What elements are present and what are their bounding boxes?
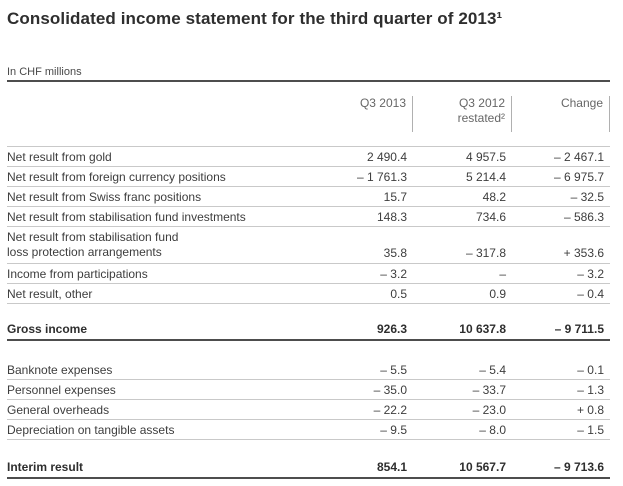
table-row: Net result from stabilisation fund inves… xyxy=(7,206,610,227)
value-change: + 353.6 xyxy=(512,226,610,264)
header-label-column xyxy=(7,82,313,147)
value-q3-2013: 148.3 xyxy=(313,206,413,227)
row-label: Depreciation on tangible assets xyxy=(7,419,313,440)
table-row: Banknote expenses – 5.5 – 5.4 – 0.1 xyxy=(7,360,610,380)
table-row: Depreciation on tangible assets – 9.5 – … xyxy=(7,419,610,440)
value-q3-2013: – 9.5 xyxy=(313,419,413,440)
table-header: Q3 2013 Q3 2012 restated² Change xyxy=(7,82,610,147)
header-change: Change xyxy=(512,82,610,147)
value-change: – 9 713.6 xyxy=(512,458,610,479)
value-q3-2012: 10 567.7 xyxy=(413,458,512,479)
value-change: – 2 467.1 xyxy=(512,146,610,167)
value-q3-2013: – 5.5 xyxy=(313,360,413,380)
value-q3-2012: 5 214.4 xyxy=(413,166,512,187)
spacer-row xyxy=(7,340,610,360)
spacer-row xyxy=(7,440,610,459)
value-q3-2012: – xyxy=(413,263,512,284)
value-q3-2013: 0.5 xyxy=(313,283,413,304)
value-change: – 32.5 xyxy=(512,186,610,207)
value-change: – 3.2 xyxy=(512,263,610,284)
table-row: Net result from gold 2 490.4 4 957.5 – 2… xyxy=(7,146,610,167)
row-label: Net result from stabilisation fund loss … xyxy=(7,226,313,264)
value-q3-2013: 854.1 xyxy=(313,458,413,479)
interim-result-row: Interim result 854.1 10 567.7 – 9 713.6 xyxy=(7,458,610,479)
row-label: Net result from stabilisation fund inves… xyxy=(7,206,313,227)
page-title: Consolidated income statement for the th… xyxy=(7,9,503,28)
value-q3-2012: 734.6 xyxy=(413,206,512,227)
value-q3-2012: 0.9 xyxy=(413,283,512,304)
value-q3-2013: 35.8 xyxy=(313,226,413,264)
value-q3-2012: – 23.0 xyxy=(413,399,512,420)
header-q3-2012-line2: restated² xyxy=(457,111,505,125)
row-label: Net result from gold xyxy=(7,146,313,167)
value-change: – 0.4 xyxy=(512,283,610,304)
table-row: Income from participations – 3.2 – – 3.2 xyxy=(7,263,610,284)
value-q3-2012: – 8.0 xyxy=(413,419,512,440)
value-change: – 1.3 xyxy=(512,379,610,400)
header-q3-2012-restated: Q3 2012 restated² xyxy=(413,82,512,147)
value-q3-2013: – 3.2 xyxy=(313,263,413,284)
value-q3-2013: 15.7 xyxy=(313,186,413,207)
value-change: – 1.5 xyxy=(512,419,610,440)
table-row: Net result from foreign currency positio… xyxy=(7,166,610,187)
row-label: Interim result xyxy=(7,458,313,479)
header-q3-2012-line1: Q3 2012 xyxy=(458,96,505,110)
value-q3-2012: – 33.7 xyxy=(413,379,512,400)
value-q3-2012: 4 957.5 xyxy=(413,146,512,167)
row-label: Banknote expenses xyxy=(7,360,313,380)
table-row: Personnel expenses – 35.0 – 33.7 – 1.3 xyxy=(7,379,610,400)
header-q3-2013: Q3 2013 xyxy=(313,82,413,147)
value-change: – 9 711.5 xyxy=(512,320,610,341)
income-statement-table: Q3 2013 Q3 2012 restated² Change Net res… xyxy=(7,82,610,479)
row-label-line1: Net result from stabilisation fund xyxy=(7,230,179,244)
value-q3-2013: 926.3 xyxy=(313,320,413,341)
row-label: Net result, other xyxy=(7,283,313,304)
value-q3-2013: – 22.2 xyxy=(313,399,413,420)
row-label: Net result from Swiss franc positions xyxy=(7,186,313,207)
units-label: In CHF millions xyxy=(7,66,610,82)
value-q3-2013: 2 490.4 xyxy=(313,146,413,167)
table-body: Net result from gold 2 490.4 4 957.5 – 2… xyxy=(7,146,610,479)
value-change: – 0.1 xyxy=(512,360,610,380)
header-q3-2013-label: Q3 2013 xyxy=(359,96,406,110)
value-change: + 0.8 xyxy=(512,399,610,420)
value-q3-2012: – 5.4 xyxy=(413,360,512,380)
header-change-label: Change xyxy=(560,96,603,110)
row-label: Income from participations xyxy=(7,263,313,284)
row-label: Personnel expenses xyxy=(7,379,313,400)
gross-income-row: Gross income 926.3 10 637.8 – 9 711.5 xyxy=(7,320,610,341)
value-change: – 6 975.7 xyxy=(512,166,610,187)
table-row: General overheads – 22.2 – 23.0 + 0.8 xyxy=(7,399,610,420)
value-q3-2013: – 35.0 xyxy=(313,379,413,400)
row-label-line2: loss protection arrangements xyxy=(7,245,162,259)
row-label: Gross income xyxy=(7,320,313,341)
value-q3-2012: – 317.8 xyxy=(413,226,512,264)
value-q3-2013: – 1 761.3 xyxy=(313,166,413,187)
value-q3-2012: 48.2 xyxy=(413,186,512,207)
table-row: Net result, other 0.5 0.9 – 0.4 xyxy=(7,283,610,304)
row-label: Net result from foreign currency positio… xyxy=(7,166,313,187)
value-q3-2012: 10 637.8 xyxy=(413,320,512,341)
table-row: Net result from Swiss franc positions 15… xyxy=(7,186,610,207)
value-change: – 586.3 xyxy=(512,206,610,227)
row-label: General overheads xyxy=(7,399,313,420)
table-row: Net result from stabilisation fund loss … xyxy=(7,226,610,264)
header-row: Q3 2013 Q3 2012 restated² Change xyxy=(7,82,610,147)
spacer-row xyxy=(7,304,610,321)
